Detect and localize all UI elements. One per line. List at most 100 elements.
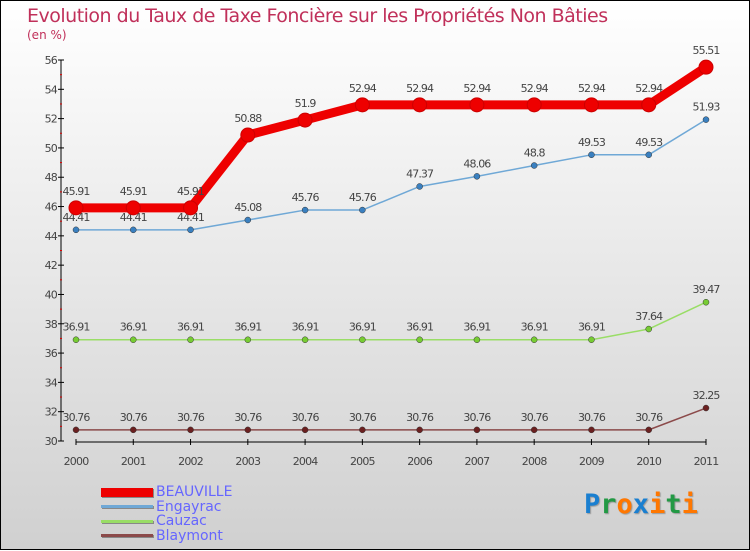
data-point xyxy=(354,97,370,113)
data-label: 48.8 xyxy=(524,147,546,160)
data-label: 50.88 xyxy=(234,112,262,125)
data-point xyxy=(359,426,366,434)
data-label: 30.76 xyxy=(292,411,320,424)
logo-letter: P xyxy=(584,489,601,520)
x-tick-label: 2005 xyxy=(350,455,376,468)
data-point xyxy=(530,336,538,343)
data-label: 51.9 xyxy=(295,97,317,110)
data-point xyxy=(702,298,710,306)
logo-letter: x xyxy=(632,489,650,520)
x-tick-label: 2007 xyxy=(465,455,491,468)
x-tick-label: 2003 xyxy=(235,455,261,468)
data-point xyxy=(72,426,80,434)
y-tick-label: 46 xyxy=(45,201,58,214)
y-tick-label: 32 xyxy=(45,406,57,419)
x-tick-label: 2008 xyxy=(522,455,548,468)
data-point xyxy=(702,404,710,412)
data-label: 45.91 xyxy=(63,185,90,198)
legend-swatch xyxy=(101,519,153,523)
y-tick-label: 52 xyxy=(45,113,57,126)
legend-item-beauville: BEAUVILLE xyxy=(101,485,232,500)
y-tick-label: 50 xyxy=(45,142,58,155)
data-label: 45.76 xyxy=(292,191,320,204)
logo-letter: t xyxy=(665,489,682,520)
x-tick-label: 2010 xyxy=(636,455,662,468)
series-line xyxy=(76,63,709,213)
data-label: 37.64 xyxy=(635,310,663,323)
data-label: 36.91 xyxy=(578,321,605,334)
data-label: 36.91 xyxy=(463,321,490,334)
data-point xyxy=(187,226,194,234)
data-label: 39.47 xyxy=(693,283,721,296)
data-point xyxy=(526,97,542,113)
data-label: 30.76 xyxy=(349,411,377,424)
y-tick-label: 54 xyxy=(45,83,58,96)
data-point xyxy=(641,97,657,113)
data-label: 47.37 xyxy=(406,167,434,180)
series-blaymont: 30.76 30.76 30.76 30.76 30.76 30.76 30.76 30.76… xyxy=(63,389,721,434)
legend-label: BEAUVILLE xyxy=(156,484,233,501)
y-axis-unit: (en %) xyxy=(27,28,67,42)
data-point xyxy=(359,206,366,214)
data-point xyxy=(130,426,137,434)
data-point xyxy=(187,336,194,343)
x-tick-label: 2006 xyxy=(407,455,433,468)
data-label: 30.76 xyxy=(63,411,91,424)
data-label: 49.53 xyxy=(635,136,663,149)
data-label: 30.76 xyxy=(635,411,663,424)
data-label: 52.94 xyxy=(349,82,377,95)
data-point xyxy=(68,200,84,216)
y-tick-label: 38 xyxy=(45,318,58,331)
series-cauzac: 36.91 36.91 36.91 36.91 36.91 36.91 36.91 36.91… xyxy=(63,283,721,343)
data-point xyxy=(645,151,652,159)
data-point xyxy=(698,59,714,75)
legend-swatch xyxy=(101,505,153,509)
data-label: 52.94 xyxy=(635,82,663,95)
data-point xyxy=(416,183,423,190)
data-point xyxy=(588,336,595,343)
data-point xyxy=(183,200,199,216)
data-point xyxy=(416,336,423,343)
data-label: 49.53 xyxy=(578,136,606,149)
data-point xyxy=(473,173,481,180)
data-point xyxy=(473,426,481,434)
data-label: 36.91 xyxy=(177,321,204,334)
data-label: 52.94 xyxy=(521,82,549,95)
y-tick-label: 34 xyxy=(45,376,58,389)
data-label: 45.91 xyxy=(177,185,204,198)
y-tick-label: 36 xyxy=(45,347,58,360)
legend-item-engayrac: Engayrac xyxy=(101,500,232,515)
logo-letter: i xyxy=(681,489,698,520)
data-point xyxy=(130,336,137,343)
data-point xyxy=(416,426,423,434)
x-tick-label: 2001 xyxy=(121,455,146,468)
data-label: 30.76 xyxy=(120,411,148,424)
x-tick-label: 2002 xyxy=(178,455,203,468)
data-label: 52.94 xyxy=(578,82,606,95)
legend-item-cauzac: Cauzac xyxy=(101,514,232,529)
y-tick-label: 48 xyxy=(45,171,58,184)
y-tick-label: 30 xyxy=(45,435,58,448)
y-tick-label: 42 xyxy=(45,259,57,272)
data-label: 51.93 xyxy=(693,101,721,114)
data-label: 36.91 xyxy=(234,321,261,334)
data-label: 30.76 xyxy=(406,411,434,424)
data-label: 36.91 xyxy=(406,321,433,334)
legend-swatch xyxy=(101,487,153,497)
data-label: 36.91 xyxy=(349,321,376,334)
proxiti-logo: Proxiti xyxy=(584,489,698,520)
legend-swatch xyxy=(101,534,153,538)
logo-letter: i xyxy=(649,489,666,520)
data-point xyxy=(588,426,595,434)
data-point xyxy=(125,200,141,216)
data-label: 36.91 xyxy=(63,321,90,334)
data-point xyxy=(412,97,428,113)
data-label: 36.91 xyxy=(292,321,319,334)
data-label: 36.91 xyxy=(120,321,147,334)
data-label: 32.25 xyxy=(693,389,721,402)
y-tick-label: 56 xyxy=(45,54,58,67)
data-point xyxy=(240,127,256,143)
legend-label: Blaymont xyxy=(156,527,223,544)
data-point xyxy=(359,336,366,343)
